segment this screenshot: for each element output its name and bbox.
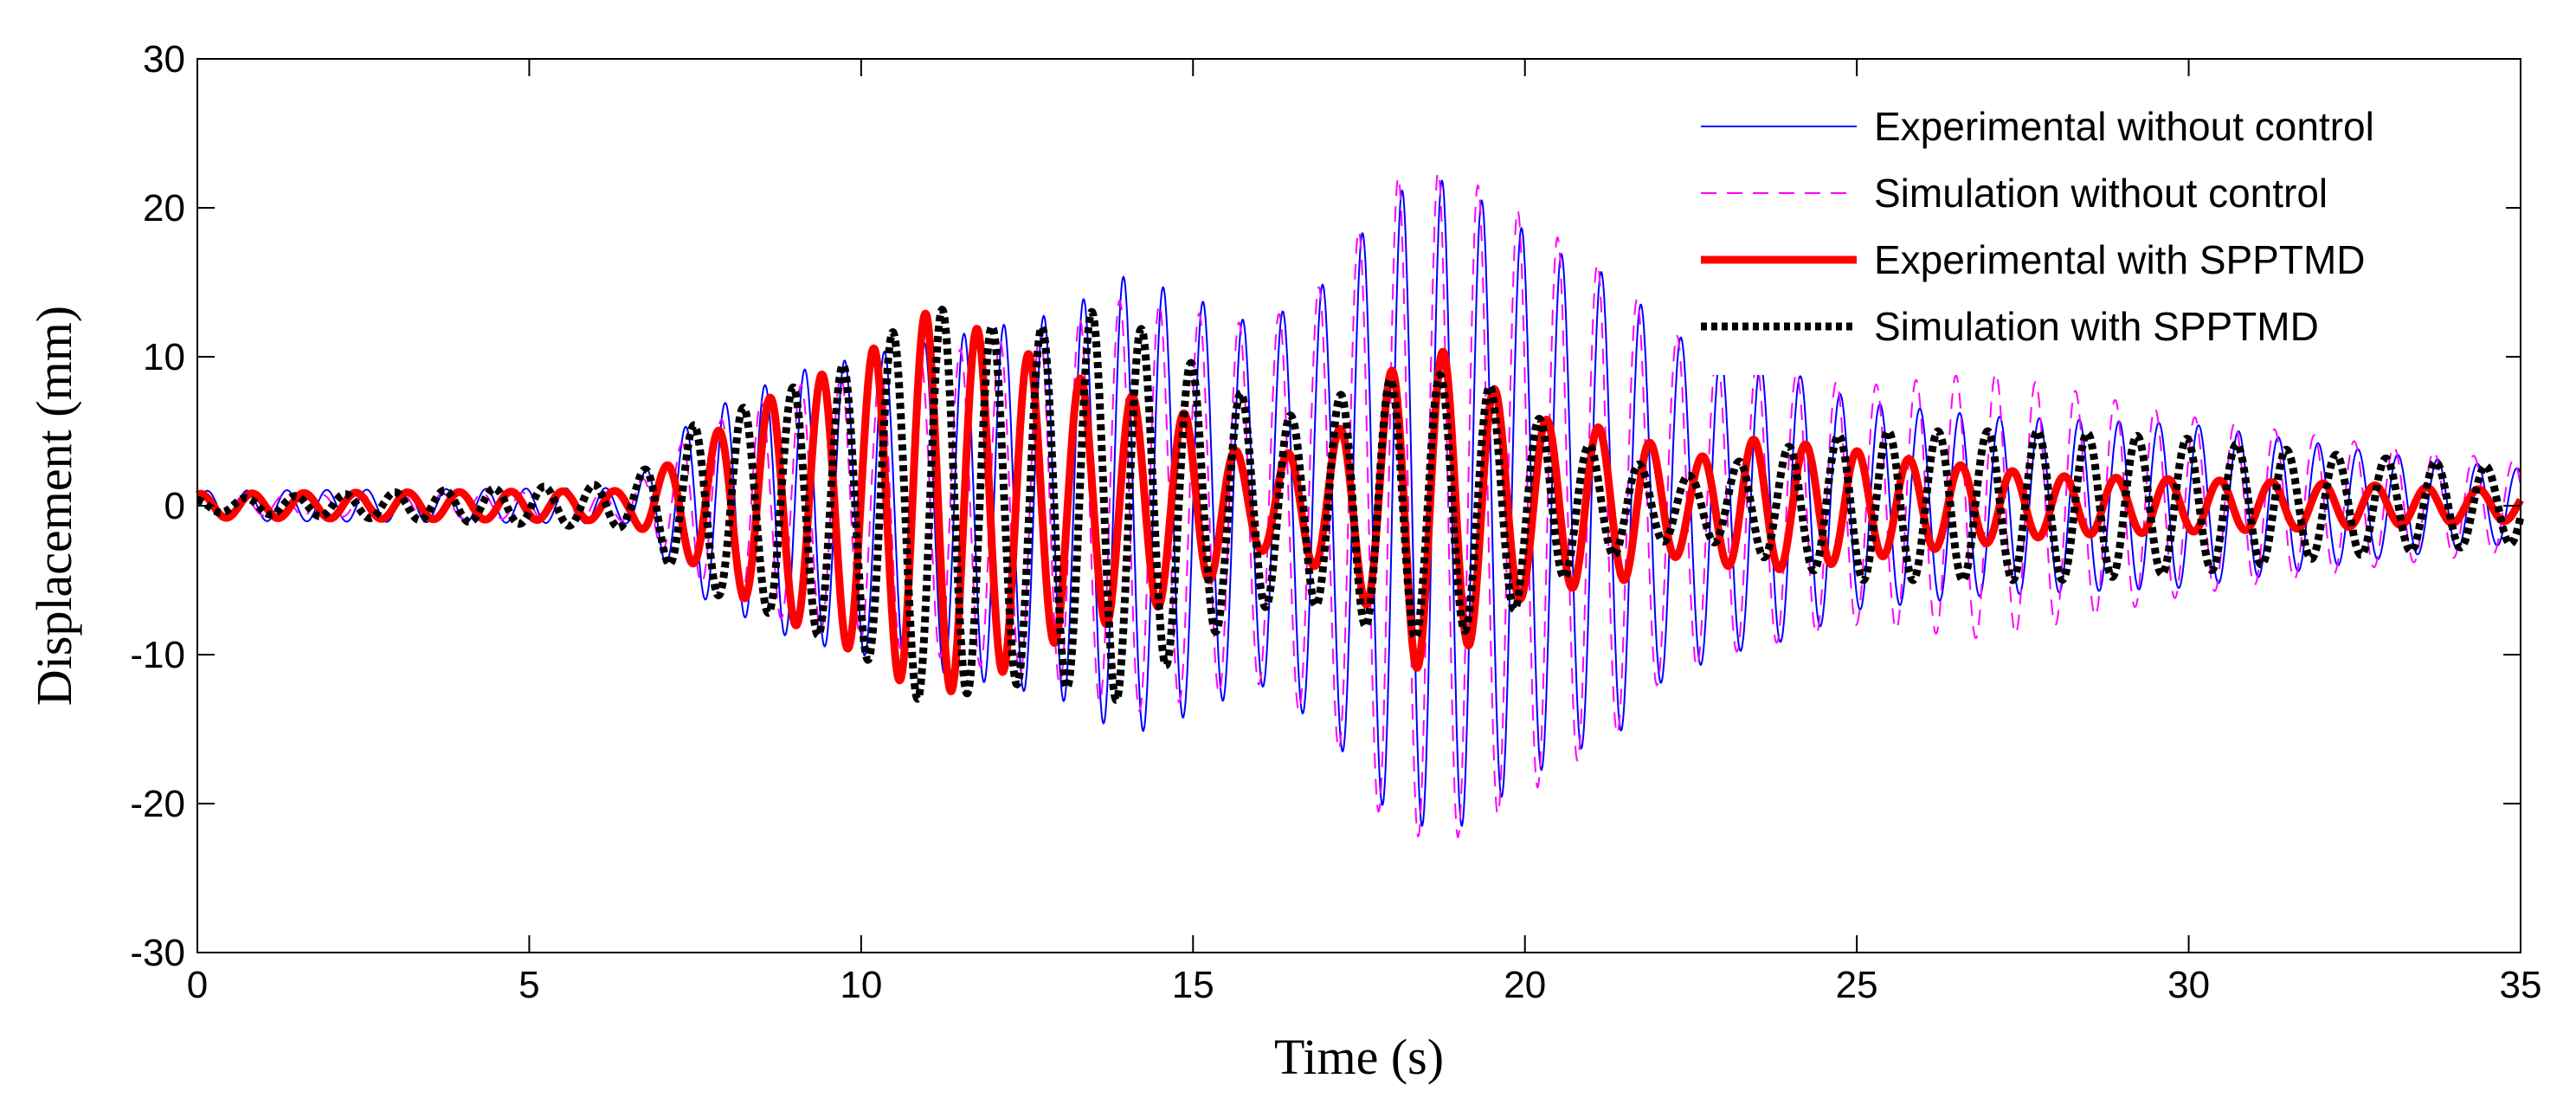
y-axis-title: Displacement (mm)	[26, 306, 82, 706]
y-tick-label: -30	[130, 932, 185, 974]
series-line-4	[194, 306, 2525, 704]
x-tick-label: 0	[187, 964, 208, 1006]
x-tick-label: 15	[1172, 964, 1214, 1006]
y-tick-label: 30	[143, 38, 185, 81]
axis-ticks	[196, 58, 2521, 953]
legend-label-1: Experimental without control	[1874, 104, 2374, 149]
y-tick-label: 20	[143, 187, 185, 229]
x-tick-label: 35	[2500, 964, 2542, 1006]
series-group	[194, 171, 2525, 838]
legend: Experimental without control Simulation w…	[1692, 94, 2506, 375]
legend-label-3: Experimental with SPPTMD	[1874, 237, 2366, 282]
x-axis-title: Time (s)	[1274, 1029, 1444, 1085]
y-tick-label: -10	[130, 634, 185, 676]
series-line-2	[196, 171, 2521, 838]
y-tick-label: 0	[164, 485, 185, 527]
x-tick-label: 30	[2167, 964, 2210, 1006]
legend-label-4: Simulation with SPPTMD	[1874, 304, 2319, 349]
x-tick-label: 20	[1504, 964, 1546, 1006]
x-tick-label: 25	[1836, 964, 1878, 1006]
x-tick-labels: 0 5 10 15 20 25 30 35	[187, 964, 2542, 1006]
x-tick-label: 5	[518, 964, 539, 1006]
y-tick-label: 10	[143, 336, 185, 378]
y-tick-label: -20	[130, 783, 185, 825]
y-tick-labels: -30 -20 -10 0 10 20 30	[130, 38, 185, 974]
legend-label-2: Simulation without control	[1874, 171, 2328, 216]
x-tick-label: 10	[840, 964, 882, 1006]
